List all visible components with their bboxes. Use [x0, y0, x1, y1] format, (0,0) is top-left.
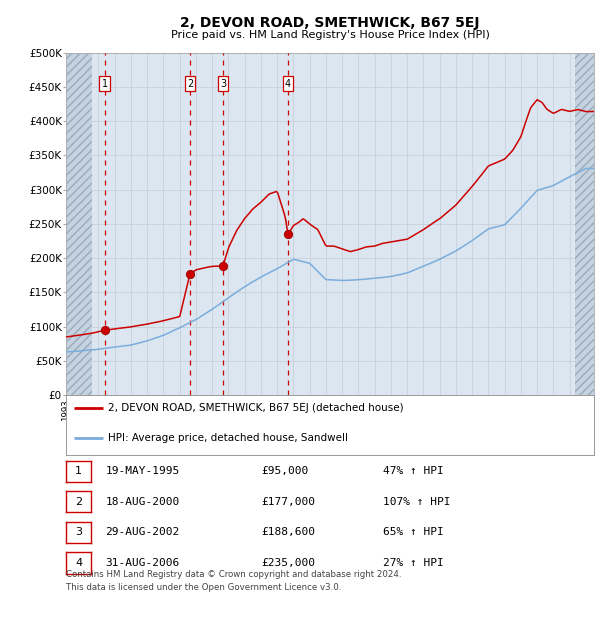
Text: 4: 4	[75, 558, 82, 568]
Text: 2, DEVON ROAD, SMETHWICK, B67 5EJ: 2, DEVON ROAD, SMETHWICK, B67 5EJ	[180, 16, 480, 30]
Text: This data is licensed under the Open Government Licence v3.0.: This data is licensed under the Open Gov…	[66, 583, 341, 593]
Text: 3: 3	[220, 79, 226, 89]
Text: 18-AUG-2000: 18-AUG-2000	[106, 497, 180, 507]
Text: HPI: Average price, detached house, Sandwell: HPI: Average price, detached house, Sand…	[108, 433, 348, 443]
Text: Contains HM Land Registry data © Crown copyright and database right 2024.: Contains HM Land Registry data © Crown c…	[66, 570, 401, 578]
Bar	[66, 53, 92, 395]
Text: £235,000: £235,000	[262, 558, 316, 568]
Text: 19-MAY-1995: 19-MAY-1995	[106, 466, 180, 476]
Text: £188,600: £188,600	[262, 528, 316, 538]
Text: 47% ↑ HPI: 47% ↑ HPI	[383, 466, 443, 476]
Text: 27% ↑ HPI: 27% ↑ HPI	[383, 558, 443, 568]
Text: 107% ↑ HPI: 107% ↑ HPI	[383, 497, 450, 507]
Text: 1: 1	[101, 79, 108, 89]
Text: Price paid vs. HM Land Registry's House Price Index (HPI): Price paid vs. HM Land Registry's House …	[170, 30, 490, 40]
Text: 2: 2	[75, 497, 82, 507]
Text: 31-AUG-2006: 31-AUG-2006	[106, 558, 180, 568]
Text: 1: 1	[75, 466, 82, 476]
Text: 2, DEVON ROAD, SMETHWICK, B67 5EJ (detached house): 2, DEVON ROAD, SMETHWICK, B67 5EJ (detac…	[108, 404, 404, 414]
Text: 65% ↑ HPI: 65% ↑ HPI	[383, 528, 443, 538]
Text: 4: 4	[285, 79, 291, 89]
Text: £177,000: £177,000	[262, 497, 316, 507]
Bar	[575, 53, 600, 395]
Text: 3: 3	[75, 528, 82, 538]
Text: £95,000: £95,000	[262, 466, 308, 476]
Text: 2: 2	[187, 79, 193, 89]
Text: 29-AUG-2002: 29-AUG-2002	[106, 528, 180, 538]
